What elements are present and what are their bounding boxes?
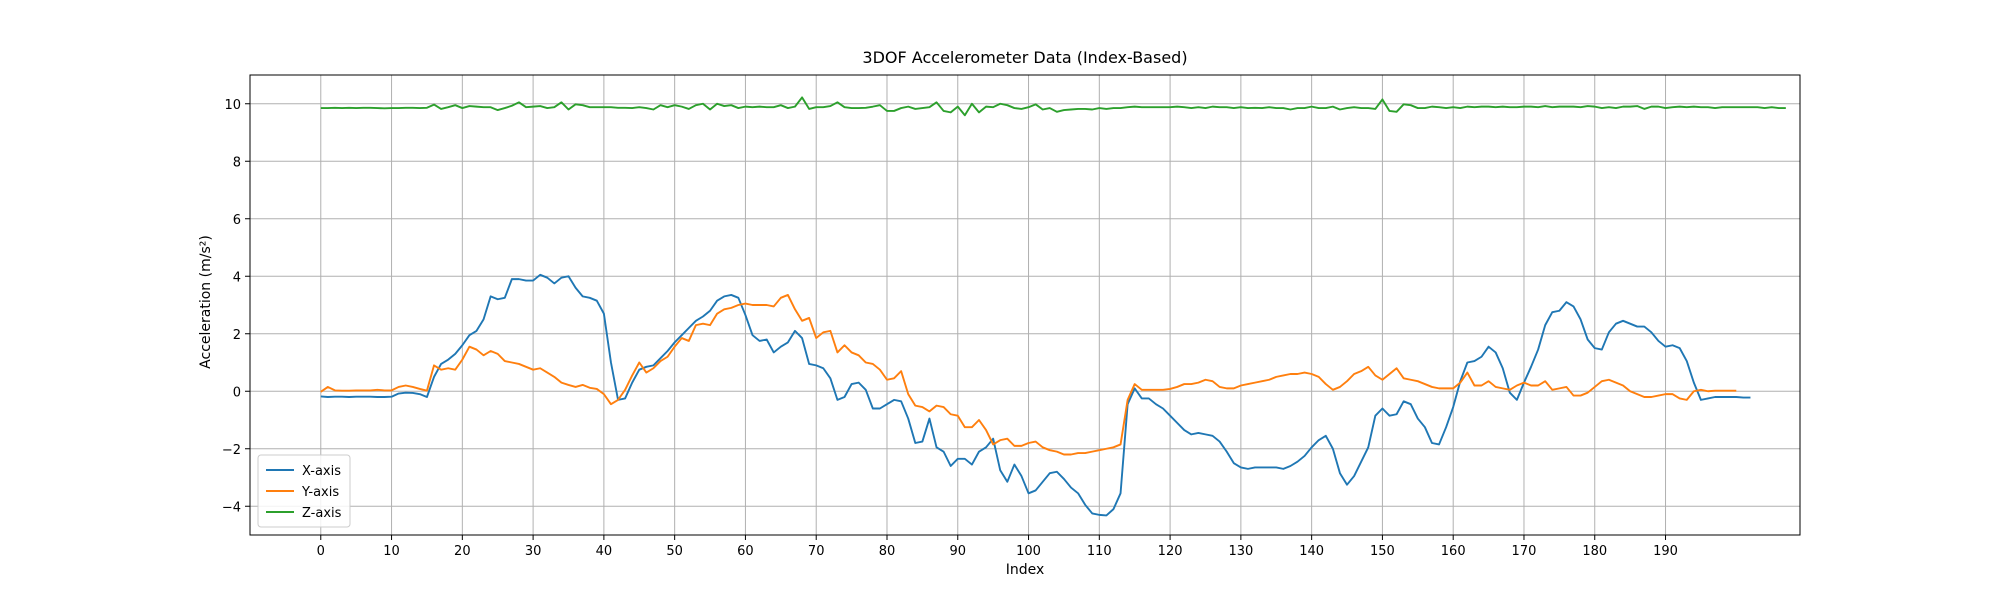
- series-line-z-axis: [320, 96, 1786, 117]
- x-tick-label: 60: [737, 544, 754, 559]
- y-tick-label: 2: [233, 328, 241, 343]
- y-tick-label: 8: [233, 155, 241, 170]
- y-tick-label: 4: [233, 270, 241, 285]
- legend-label: Z-axis: [302, 506, 342, 521]
- chart-title: 3DOF Accelerometer Data (Index-Based): [862, 48, 1187, 67]
- x-tick-label: 160: [1441, 544, 1466, 559]
- y-tick-label: −4: [222, 500, 241, 515]
- x-axis-ticks: 0 10 20 30 40 50 60 70 80 90 100 110 120 130 140 150 160…: [317, 535, 1678, 559]
- x-tick-label: 70: [808, 544, 825, 559]
- legend: X-axis Y-axis Z-axis: [257, 454, 351, 528]
- x-tick-label: 0: [317, 544, 325, 559]
- y-tick-label: 0: [233, 385, 241, 400]
- x-tick-label: 180: [1582, 544, 1607, 559]
- x-tick-label: 120: [1158, 544, 1183, 559]
- x-tick-label: 190: [1653, 544, 1678, 559]
- series-lines: [320, 96, 1786, 517]
- legend-label: X-axis: [302, 464, 341, 479]
- series-line-x-axis: [320, 273, 1751, 517]
- x-tick-label: 50: [666, 544, 683, 559]
- y-axis-ticks: −4 −2 0 2 4 6 8 10: [222, 98, 250, 515]
- x-axis-title: Index: [1006, 562, 1045, 578]
- grid: [250, 75, 1800, 535]
- x-tick-label: 170: [1512, 544, 1537, 559]
- x-tick-label: 110: [1087, 544, 1112, 559]
- x-tick-label: 20: [454, 544, 471, 559]
- x-tick-label: 90: [949, 544, 966, 559]
- x-tick-label: 30: [525, 544, 542, 559]
- y-tick-label: 10: [224, 98, 241, 113]
- x-tick-label: 130: [1228, 544, 1253, 559]
- x-tick-label: 40: [596, 544, 613, 559]
- plot-frame: [249, 74, 1801, 536]
- series-line-y-axis: [320, 293, 1737, 456]
- x-tick-label: 100: [1016, 544, 1041, 559]
- y-tick-label: −2: [222, 443, 241, 458]
- x-tick-label: 150: [1370, 544, 1395, 559]
- x-tick-label: 10: [383, 544, 400, 559]
- legend-label: Y-axis: [301, 485, 339, 500]
- x-tick-label: 80: [879, 544, 896, 559]
- y-axis-title: Acceleration (m/s²): [198, 235, 214, 369]
- x-tick-label: 140: [1299, 544, 1324, 559]
- y-tick-label: 6: [233, 213, 241, 228]
- legend-box: [257, 454, 351, 528]
